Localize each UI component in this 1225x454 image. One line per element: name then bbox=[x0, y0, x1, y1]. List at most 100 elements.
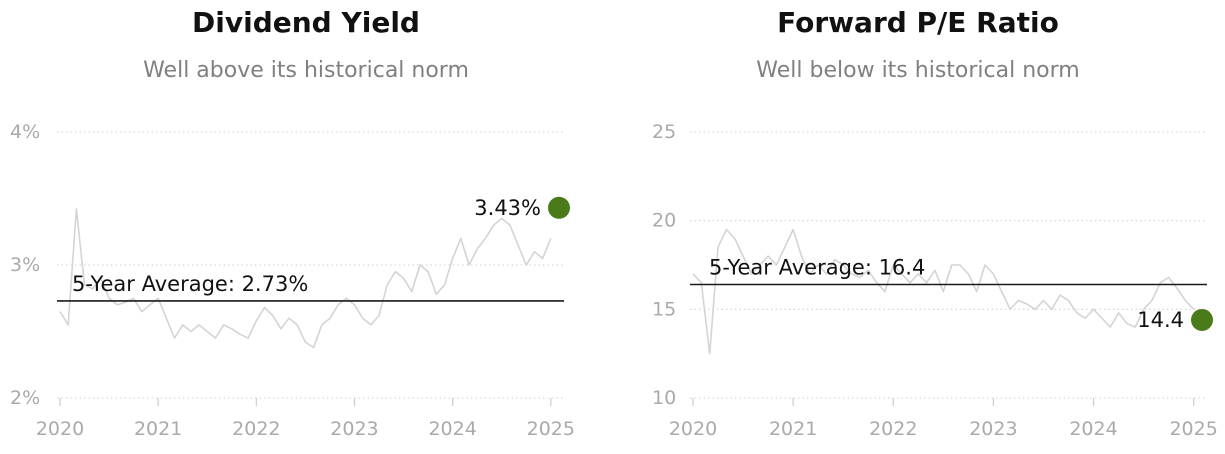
data-point bbox=[402, 277, 404, 279]
data-point bbox=[304, 341, 306, 343]
data-point bbox=[443, 284, 445, 286]
data-point bbox=[427, 270, 429, 272]
data-point bbox=[517, 244, 519, 246]
x-tick-label: 2021 bbox=[769, 418, 817, 440]
data-point bbox=[247, 337, 249, 339]
data-point bbox=[967, 273, 969, 275]
data-point bbox=[1117, 312, 1119, 314]
data-point bbox=[1034, 308, 1036, 310]
data-point bbox=[222, 324, 224, 326]
x-tick-label: 2020 bbox=[669, 418, 717, 440]
x-tick-label: 2022 bbox=[232, 418, 280, 440]
chart-title: Dividend Yield bbox=[192, 6, 420, 39]
data-point bbox=[884, 290, 886, 292]
y-tick-label: 25 bbox=[652, 121, 676, 143]
data-point bbox=[329, 317, 331, 319]
current-value-dot bbox=[1191, 308, 1213, 331]
data-point bbox=[386, 284, 388, 286]
data-point bbox=[361, 317, 363, 319]
current-value-label: 14.4 bbox=[1137, 308, 1184, 332]
data-point bbox=[925, 282, 927, 284]
data-point bbox=[1101, 317, 1103, 319]
y-tick-label: 10 bbox=[652, 387, 676, 409]
data-point bbox=[1151, 299, 1153, 301]
data-point bbox=[1134, 326, 1136, 328]
data-point bbox=[976, 290, 978, 292]
data-point bbox=[950, 264, 952, 266]
data-point bbox=[394, 270, 396, 272]
average-label: 5-Year Average: 16.4 bbox=[709, 256, 925, 280]
chart-title: Forward P/E Ratio bbox=[777, 6, 1059, 39]
data-point bbox=[1159, 282, 1161, 284]
data-point bbox=[509, 224, 511, 226]
data-point bbox=[182, 324, 184, 326]
x-tick-label: 2022 bbox=[869, 418, 917, 440]
data-point bbox=[451, 257, 453, 259]
data-point bbox=[288, 317, 290, 319]
data-point bbox=[717, 246, 719, 248]
data-point bbox=[59, 310, 61, 312]
data-point bbox=[190, 330, 192, 332]
series-line bbox=[692, 228, 1195, 355]
data-point bbox=[992, 273, 994, 275]
data-point bbox=[492, 224, 494, 226]
x-tick-label: 2023 bbox=[330, 418, 378, 440]
data-point bbox=[271, 314, 273, 316]
data-point bbox=[198, 324, 200, 326]
data-point bbox=[378, 314, 380, 316]
data-point bbox=[476, 248, 478, 250]
data-point bbox=[173, 337, 175, 339]
data-point bbox=[1109, 326, 1111, 328]
data-point bbox=[942, 290, 944, 292]
chart-subtitle: Well above its historical norm bbox=[143, 58, 469, 83]
data-point bbox=[419, 264, 421, 266]
data-point bbox=[296, 324, 298, 326]
data-point bbox=[1076, 312, 1078, 314]
data-point bbox=[1084, 317, 1086, 319]
data-point bbox=[165, 317, 167, 319]
y-tick-label: 2% bbox=[10, 387, 40, 409]
y-tick-label: 20 bbox=[652, 210, 676, 232]
data-point bbox=[132, 297, 134, 299]
data-point bbox=[67, 324, 69, 326]
data-point bbox=[792, 228, 794, 230]
chart-subtitle: Well below its historical norm bbox=[756, 58, 1080, 83]
data-point bbox=[1042, 299, 1044, 301]
data-point bbox=[116, 304, 118, 306]
data-point bbox=[734, 237, 736, 239]
x-tick-label: 2025 bbox=[1169, 418, 1217, 440]
x-tick-label: 2020 bbox=[36, 418, 84, 440]
x-tick-label: 2024 bbox=[428, 418, 476, 440]
data-point bbox=[909, 282, 911, 284]
data-point bbox=[1092, 308, 1094, 310]
data-point bbox=[280, 328, 282, 330]
data-point bbox=[1009, 308, 1011, 310]
data-point bbox=[353, 304, 355, 306]
y-tick-label: 3% bbox=[10, 254, 40, 276]
series-line bbox=[59, 208, 552, 349]
data-point bbox=[533, 251, 535, 253]
data-point bbox=[1059, 294, 1061, 296]
data-point bbox=[725, 228, 727, 230]
data-point bbox=[345, 297, 347, 299]
data-point bbox=[1192, 308, 1194, 310]
average-label: 5-Year Average: 2.73% bbox=[72, 272, 308, 296]
data-point bbox=[231, 328, 233, 330]
data-point bbox=[1026, 303, 1028, 305]
forward-pe-chart-panel: Forward P/E Ratio Well below its histori… bbox=[612, 0, 1224, 454]
data-point bbox=[1126, 322, 1128, 324]
y-tick-label: 15 bbox=[652, 298, 676, 320]
current-value-label: 3.43% bbox=[474, 196, 541, 220]
data-point bbox=[239, 333, 241, 335]
data-point bbox=[1176, 287, 1178, 289]
data-point bbox=[875, 282, 877, 284]
data-point bbox=[984, 264, 986, 266]
data-point bbox=[312, 346, 314, 348]
x-tick-label: 2023 bbox=[969, 418, 1017, 440]
data-point bbox=[206, 330, 208, 332]
data-point bbox=[321, 324, 323, 326]
data-point bbox=[75, 208, 77, 210]
data-point bbox=[468, 264, 470, 266]
data-point bbox=[149, 304, 151, 306]
